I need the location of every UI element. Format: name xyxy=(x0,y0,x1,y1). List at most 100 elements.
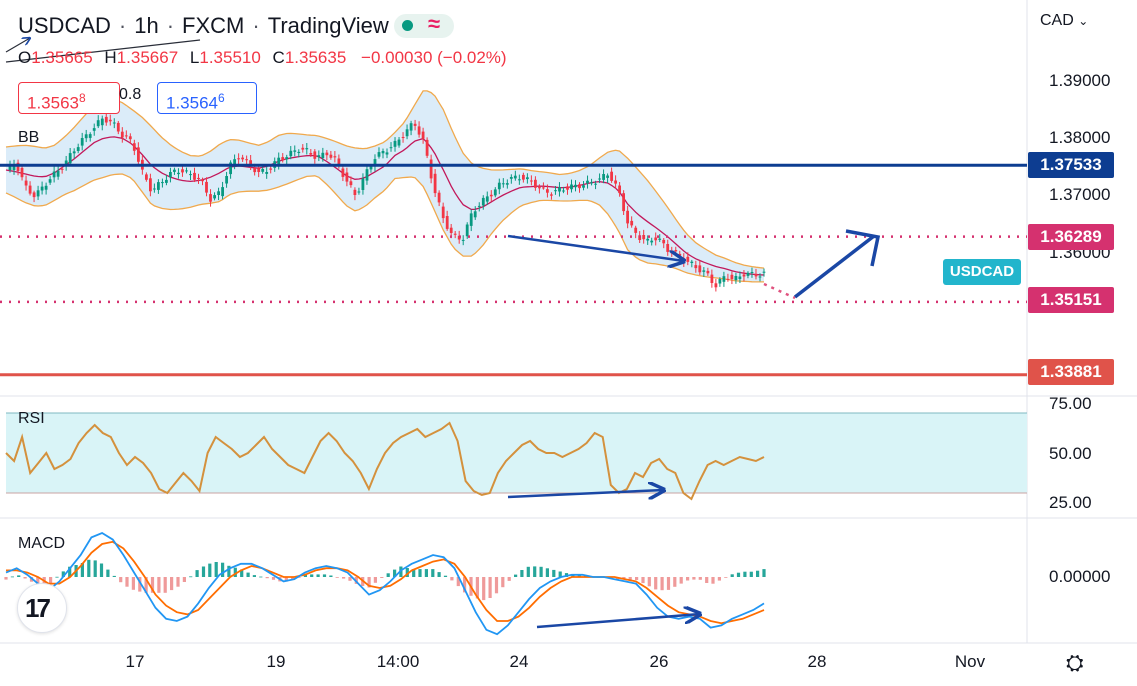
candle-body xyxy=(116,122,120,132)
candle-body xyxy=(702,270,706,272)
candle-body xyxy=(149,178,152,192)
candle-body xyxy=(341,168,345,177)
candle-body xyxy=(582,185,585,188)
change-value: −0.00030 (−0.02%) xyxy=(361,48,507,67)
candle-body xyxy=(630,220,634,226)
candle-body xyxy=(361,178,365,190)
macd-histogram-bar xyxy=(36,577,40,585)
currency-selector[interactable]: CAD ⌄ xyxy=(1040,12,1088,30)
candle-body xyxy=(269,168,273,170)
sell-button[interactable]: 1.35638 xyxy=(18,82,120,114)
price-tick: 1.39000 xyxy=(1049,71,1111,90)
macd-histogram-bar xyxy=(526,566,530,577)
macd-histogram-bar xyxy=(49,577,53,584)
macd-histogram-bar xyxy=(322,574,327,577)
candle-body xyxy=(249,160,252,166)
candle-body xyxy=(558,187,561,192)
chart-title[interactable]: USDCAD · 1h · FXCM · TradingView xyxy=(18,13,389,38)
candle-body xyxy=(345,172,349,182)
candle-body xyxy=(145,174,148,180)
candle-body xyxy=(714,283,718,288)
candle-body xyxy=(437,192,441,203)
level-tag-resistance[interactable]: 1.37533 xyxy=(1028,152,1114,178)
macd-indicator-label[interactable]: MACD xyxy=(18,535,66,552)
macd-histogram-bar xyxy=(55,576,59,578)
projection-arrowhead xyxy=(845,229,881,267)
candle-body xyxy=(718,279,722,284)
macd-histogram-bar xyxy=(99,563,104,577)
candle-body xyxy=(654,237,658,241)
candle-body xyxy=(650,240,654,243)
candle-body xyxy=(80,138,84,146)
macd-line xyxy=(5,531,765,636)
candle-body xyxy=(389,147,393,149)
candle-body xyxy=(161,182,164,184)
rsi-indicator-label[interactable]: RSI xyxy=(18,410,45,427)
macd-histogram-bar xyxy=(170,577,174,591)
gear-icon[interactable]: ⛭ xyxy=(1066,650,1084,675)
macd-histogram-bar xyxy=(297,577,301,578)
level-tag-lower[interactable]: 1.35151 xyxy=(1028,287,1114,313)
candle-body xyxy=(16,162,20,172)
candle-body xyxy=(550,194,553,196)
candle-body xyxy=(449,227,453,233)
buy-button[interactable]: 1.35646 xyxy=(157,82,257,114)
candle-body xyxy=(169,172,172,178)
macd-histogram-bar xyxy=(240,569,244,577)
candle-body xyxy=(554,190,557,192)
candle-body xyxy=(489,194,493,197)
candle-body xyxy=(562,190,565,192)
candle-body xyxy=(509,177,513,179)
macd-histogram-bar xyxy=(533,566,537,577)
macd-histogram-bar xyxy=(405,568,409,577)
candle-body xyxy=(762,271,766,273)
buy-price: 1.3564 xyxy=(166,93,218,113)
trend-line xyxy=(5,39,201,63)
macd-histogram-bar xyxy=(303,574,307,577)
candle-body xyxy=(321,152,325,159)
macd-histogram-bar xyxy=(176,577,180,587)
macd-histogram-bar xyxy=(265,577,269,579)
platform-name: TradingView xyxy=(267,13,389,38)
candle-body xyxy=(329,154,333,158)
trend-arrow xyxy=(5,38,30,53)
macd-histogram-bar xyxy=(214,562,218,577)
macd-histogram-bar xyxy=(4,577,8,580)
candle-body xyxy=(578,184,581,189)
candle-body xyxy=(108,119,112,122)
candle-body xyxy=(526,177,529,180)
candle-body xyxy=(32,192,36,198)
candle-body xyxy=(221,187,224,197)
candle-body xyxy=(128,136,132,140)
candle-body xyxy=(497,182,501,190)
macd-histogram-bar xyxy=(144,577,148,593)
time-tick: 19 xyxy=(266,652,286,671)
level-tag-upper[interactable]: 1.36289 xyxy=(1028,224,1114,250)
candle-body xyxy=(461,239,465,241)
candle-body xyxy=(277,157,281,165)
candle-body xyxy=(586,180,589,184)
wave-icon[interactable]: ≈ xyxy=(428,11,441,36)
candle-body xyxy=(417,126,421,135)
macd-histogram-bar xyxy=(348,577,352,581)
candle-body xyxy=(120,131,124,138)
macd-histogram-bar xyxy=(17,575,21,577)
macd-tick: 0.00000 xyxy=(1049,567,1111,586)
symbol-name[interactable]: USDCAD xyxy=(18,13,111,38)
level-tag-support[interactable]: 1.33881 xyxy=(1028,359,1114,385)
macd-histogram-bar xyxy=(743,571,747,577)
bb-indicator-label[interactable]: BB xyxy=(18,129,40,146)
candle-body xyxy=(686,256,690,262)
macd-histogram-bar xyxy=(730,574,734,577)
candle-body xyxy=(622,193,625,212)
candle-body xyxy=(205,181,208,193)
candle-body xyxy=(393,140,397,147)
interval[interactable]: 1h xyxy=(134,13,159,38)
macd-histogram-bar xyxy=(635,577,639,580)
candle-body xyxy=(534,179,537,188)
tradingview-logo[interactable]: 17 xyxy=(17,583,67,633)
macd-histogram-bar xyxy=(259,576,263,578)
candle-body xyxy=(590,182,593,184)
low-key: L xyxy=(189,48,200,67)
